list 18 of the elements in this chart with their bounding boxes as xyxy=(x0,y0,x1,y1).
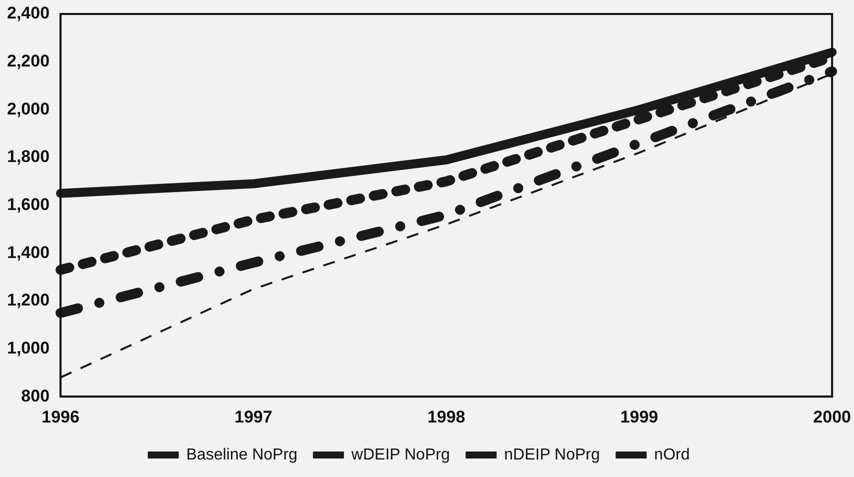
legend-label: nDEIP NoPrg xyxy=(504,446,600,464)
y-tick-label: 1,400 xyxy=(6,242,50,262)
legend-label: Baseline NoPrg xyxy=(186,446,298,464)
y-tick-label: 2,200 xyxy=(6,52,50,71)
y-tick-label: 1,000 xyxy=(6,338,50,358)
y-tick-label: 800 xyxy=(21,386,50,406)
x-tick-label: 1998 xyxy=(427,407,466,426)
y-tick-label: 2,000 xyxy=(6,99,50,118)
x-tick-label: 2000 xyxy=(813,407,852,426)
y-tick-label: 1,800 xyxy=(6,147,50,166)
legend-label: wDEIP NoPrg xyxy=(350,446,450,464)
x-tick-label: 1996 xyxy=(42,407,80,426)
x-tick-label: 1997 xyxy=(234,407,272,426)
y-tick-label: 2,400 xyxy=(6,4,50,23)
y-tick-label: 1,200 xyxy=(6,290,50,310)
y-tick-label: 1,600 xyxy=(6,194,50,214)
legend-label: nOrd xyxy=(654,446,690,464)
x-tick-label: 1999 xyxy=(620,407,658,426)
